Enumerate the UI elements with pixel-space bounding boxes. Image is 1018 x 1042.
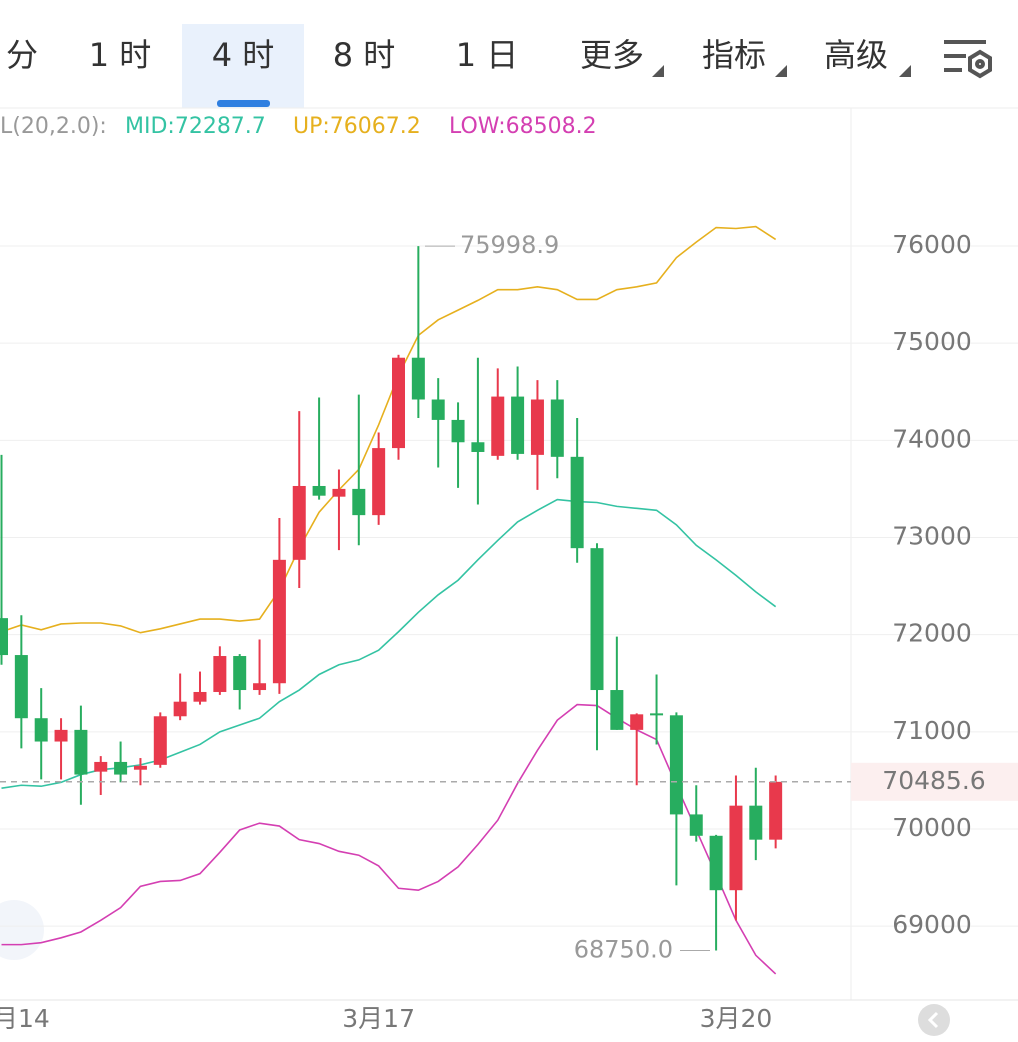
active-tab-underline	[217, 100, 270, 107]
y-tick-label: 73000	[892, 521, 972, 550]
x-tick-label: 3月20	[700, 1004, 773, 1033]
legend-entry: LOW:68508.2	[449, 114, 597, 139]
plot-area	[0, 225, 783, 975]
candle-body	[709, 835, 723, 891]
candle-body	[0, 618, 8, 656]
indicator-label: L(20,2.0):	[0, 114, 107, 139]
legend-entry: UP:76067.2	[293, 114, 421, 139]
candle-body	[590, 548, 604, 691]
candle-body	[491, 396, 505, 456]
candle-body	[511, 396, 525, 454]
tab[interactable]: 1 日	[456, 36, 519, 74]
last-price-label: 70485.6	[882, 766, 985, 795]
tab[interactable]: 4 时	[212, 36, 275, 74]
tab[interactable]: 8 时	[333, 36, 396, 74]
candle-body	[669, 715, 683, 815]
legend-entry: MID:72287.7	[125, 114, 266, 139]
candle-body	[213, 656, 227, 692]
y-tick-label: 70000	[892, 813, 972, 842]
tab[interactable]: 指标	[702, 36, 766, 74]
tab[interactable]: 更多	[580, 36, 644, 74]
candle-body	[14, 655, 28, 719]
candle-body	[94, 761, 108, 772]
tab[interactable]: 1 时	[89, 36, 152, 74]
candle-body	[630, 714, 644, 730]
x-tick-label: 月14	[0, 1004, 50, 1033]
candle-body	[54, 729, 68, 742]
candle-body	[471, 442, 485, 452]
candle-body	[411, 357, 425, 400]
candle-body	[332, 488, 346, 497]
candle-body	[392, 357, 405, 449]
candle-body	[173, 701, 187, 717]
dropdown-arrow	[899, 65, 911, 77]
active-tab-bg	[182, 24, 304, 108]
last-price-box	[851, 762, 1018, 801]
tab[interactable]: 分	[6, 36, 38, 74]
candle-body	[451, 419, 465, 443]
candle-body	[292, 485, 306, 560]
expand-button[interactable]	[0, 900, 44, 960]
candle-body	[114, 761, 128, 775]
candle-body	[272, 559, 286, 684]
candle-body	[253, 683, 267, 691]
y-tick-label: 69000	[892, 910, 972, 939]
y-tick-label: 74000	[892, 424, 972, 453]
candle-body	[74, 729, 88, 775]
scroll-button[interactable]	[918, 1004, 950, 1036]
candle-body	[550, 399, 564, 457]
y-tick-label: 75000	[892, 327, 972, 356]
candle-body	[729, 805, 743, 891]
y-tick-label: 76000	[892, 230, 972, 259]
candle-body	[153, 716, 167, 765]
annotation-label: 75998.9	[460, 231, 559, 259]
scroll-icon	[927, 1011, 939, 1029]
candle-body	[610, 690, 624, 730]
x-tick-label: 3月17	[342, 1004, 415, 1033]
candle-body	[233, 656, 247, 691]
candle-body	[193, 691, 207, 702]
candle-body	[650, 713, 664, 716]
band-line	[1, 703, 777, 975]
candle-body	[689, 814, 703, 836]
settings-icon[interactable]	[944, 40, 992, 79]
annotation-label: 68750.0	[574, 935, 673, 963]
candle-body	[749, 805, 763, 840]
candle-body	[570, 456, 584, 549]
dropdown-arrow	[652, 65, 664, 77]
tab[interactable]: 高级	[824, 36, 888, 74]
candle-body	[530, 399, 544, 455]
y-tick-label: 72000	[892, 619, 972, 648]
band-line	[1, 225, 777, 634]
candle-body	[352, 488, 366, 516]
y-tick-label: 71000	[892, 716, 972, 745]
band-line	[1, 498, 777, 789]
candle-body	[431, 399, 445, 420]
dropdown-arrow	[775, 65, 787, 77]
candle-body	[133, 765, 147, 770]
candle-body	[312, 485, 326, 496]
candle-body	[372, 448, 386, 516]
candle-body	[769, 781, 783, 840]
candle-body	[34, 718, 48, 742]
